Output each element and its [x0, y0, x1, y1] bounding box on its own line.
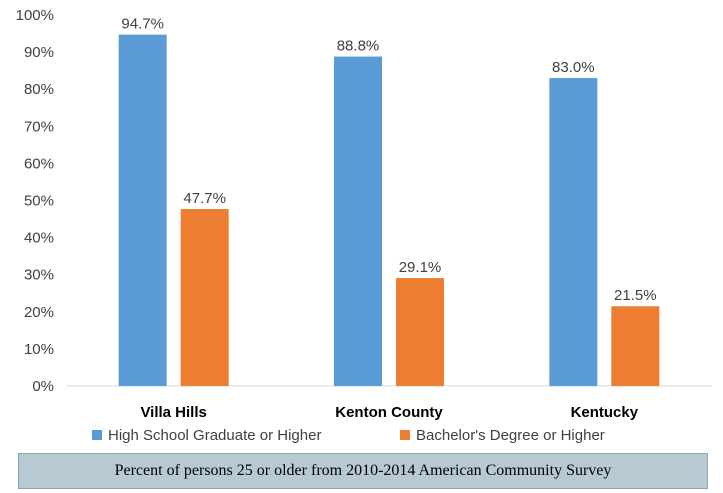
legend: High School Graduate or Higher Bachelor's…: [92, 427, 605, 444]
bar: [119, 35, 167, 386]
bars-group: [119, 35, 660, 386]
y-tick-label: 20%: [24, 304, 54, 321]
y-tick-label: 60%: [24, 155, 54, 172]
data-label: 88.8%: [337, 38, 380, 55]
data-label: 83.0%: [552, 59, 595, 76]
y-axis: 0% 10% 20% 30% 40% 50% 60% 70% 80% 90% 100%: [16, 7, 54, 395]
y-tick-label: 100%: [16, 7, 54, 24]
category-label: Kentucky: [571, 404, 639, 421]
y-tick-label: 40%: [24, 230, 54, 247]
y-tick-label: 10%: [24, 341, 54, 358]
y-tick-label: 80%: [24, 81, 54, 98]
bar-chart: 0% 10% 20% 30% 40% 50% 60% 70% 80% 90% 100% 94.7% 4…: [0, 0, 723, 450]
category-label: Villa Hills: [140, 404, 206, 421]
bar: [181, 209, 229, 386]
bar: [549, 78, 597, 386]
y-tick-label: 0%: [32, 378, 54, 395]
legend-swatch: [400, 430, 410, 440]
bar: [334, 57, 382, 386]
source-caption: Percent of persons 25 or older from 2010…: [18, 453, 708, 489]
y-tick-label: 30%: [24, 267, 54, 284]
data-label: 21.5%: [614, 287, 657, 304]
bar: [611, 306, 659, 386]
legend-swatch: [92, 430, 102, 440]
category-label: Kenton County: [335, 404, 443, 421]
y-tick-label: 90%: [24, 44, 54, 61]
data-label: 47.7%: [183, 190, 226, 207]
bar: [396, 278, 444, 386]
data-label: 94.7%: [121, 16, 164, 33]
data-label: 29.1%: [399, 259, 442, 276]
y-tick-label: 50%: [24, 193, 54, 210]
y-tick-label: 70%: [24, 118, 54, 135]
category-labels-group: Villa Hills Kenton County Kentucky: [140, 404, 638, 421]
legend-label: High School Graduate or Higher: [108, 427, 321, 444]
legend-label: Bachelor's Degree or Higher: [416, 427, 605, 444]
